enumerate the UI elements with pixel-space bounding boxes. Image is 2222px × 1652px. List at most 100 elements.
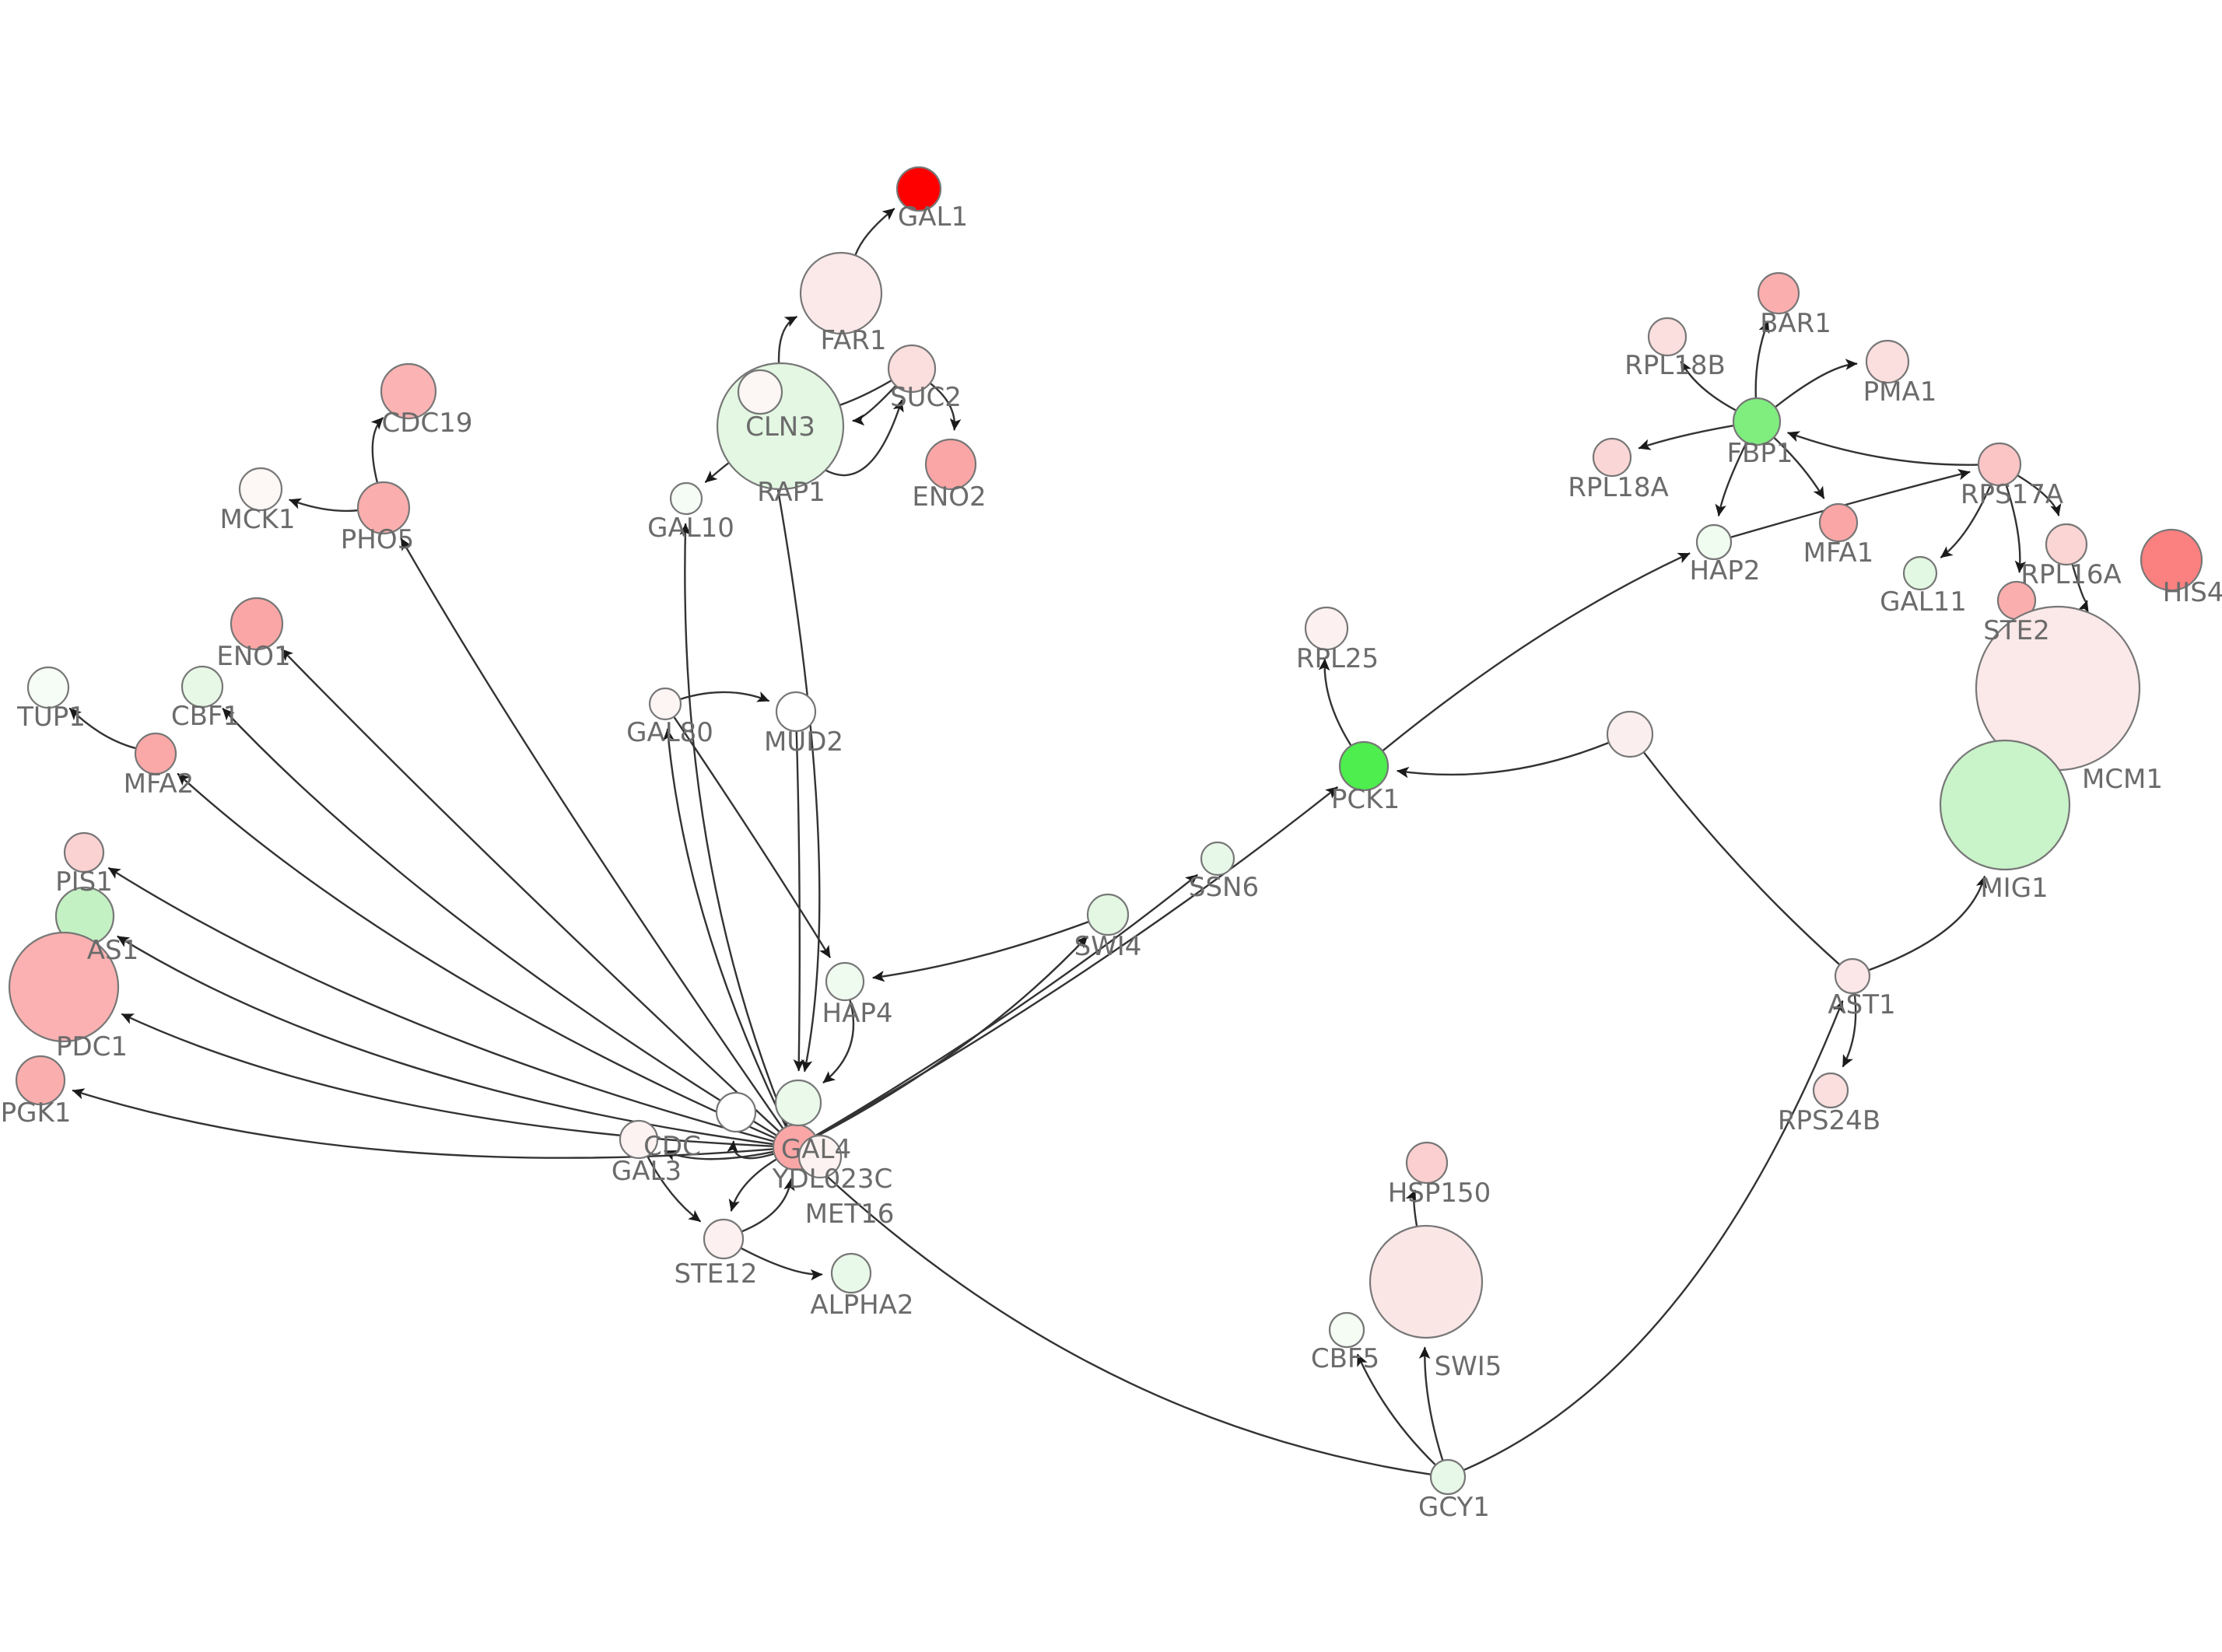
node-pis1[interactable] — [63, 831, 105, 873]
node-label-pck1: PCK1 — [1331, 784, 1400, 815]
node-mig1[interactable] — [1939, 739, 2071, 871]
node-pgk1[interactable] — [15, 1055, 66, 1106]
node-label-alpha2: ALPHA2 — [810, 1290, 913, 1321]
node-label-ydl023c: YDL023C — [772, 1164, 893, 1195]
node-tup1[interactable] — [26, 666, 70, 709]
node-hsp150[interactable] — [1405, 1141, 1449, 1185]
node-cdc39[interactable] — [715, 1091, 757, 1133]
node-label-mcm1: MCM1 — [2082, 764, 2163, 795]
edge-gal4-to-pck1 — [815, 786, 1338, 1137]
edge-pck1-to-hap2 — [1382, 552, 1691, 751]
node-label-hsp150: HSP150 — [1388, 1178, 1491, 1209]
node-pck1[interactable] — [1338, 740, 1390, 792]
edge-swi4-to-hap4 — [872, 921, 1089, 982]
node-label-mck1: MCK1 — [219, 504, 295, 535]
node-swi5[interactable] — [1369, 1224, 1484, 1339]
node-far1[interactable] — [799, 251, 883, 335]
node-hap4[interactable] — [825, 961, 865, 1002]
edge-gal4-to-pis1 — [107, 867, 775, 1143]
edge-swi5-to-hsp150 — [1405, 1189, 1418, 1227]
node-suc2[interactable] — [887, 344, 937, 394]
node-mfa1[interactable] — [1818, 502, 1859, 543]
node-label-his4: HIS4 — [2163, 577, 2222, 608]
edge-rpl16a-to-mcm1 — [2071, 563, 2089, 614]
node-ast1[interactable] — [1834, 957, 1871, 995]
edge-ast1-to-mig1 — [1868, 875, 1987, 971]
node-pma1[interactable] — [1865, 339, 1910, 384]
node-cbf5[interactable] — [1328, 1311, 1365, 1349]
edge-gal4-to-pgk1 — [72, 1088, 774, 1159]
node-cdc19[interactable] — [380, 362, 437, 420]
edge-gal4-to-gal3 — [664, 1150, 774, 1161]
node-label-gal80: GAL80 — [626, 717, 713, 748]
edge-gal4-to-pdc1 — [121, 1013, 774, 1147]
node-swi4[interactable] — [1086, 893, 1130, 936]
edge-pho5-to-cdc19 — [370, 417, 384, 484]
node-rps24b[interactable] — [1812, 1072, 1849, 1109]
edge-pho5-to-mck1 — [289, 498, 359, 513]
edge-node_a-to-ast1 — [1643, 751, 1841, 965]
node-hap4b[interactable] — [774, 1079, 822, 1127]
node-alpha2[interactable] — [830, 1252, 872, 1294]
node-label-gal4: GAL4 — [781, 1134, 851, 1165]
node-mck1[interactable] — [238, 467, 283, 512]
node-gal1[interactable] — [895, 166, 942, 212]
node-gcy1[interactable] — [1429, 1458, 1467, 1496]
edge-mfa2-to-tup1 — [68, 707, 137, 750]
edge-cln3-to-gal10 — [704, 462, 730, 483]
edge-fbp1-to-bar1 — [1754, 320, 1770, 399]
node-label-mfa1: MFA1 — [1803, 537, 1874, 569]
node-label-ste12: STE12 — [674, 1258, 757, 1290]
node-label-ste2: STE2 — [1983, 615, 2049, 646]
edge-gal4-to-eno1 — [280, 648, 780, 1132]
node-his4[interactable] — [2140, 528, 2203, 592]
node-cbf1[interactable] — [180, 665, 224, 709]
node-node_a[interactable] — [1606, 710, 1654, 758]
node-hap2[interactable] — [1695, 523, 1733, 561]
edge-ste12-to-alpha2 — [740, 1247, 823, 1281]
node-ste12[interactable] — [703, 1218, 745, 1260]
node-fbp1[interactable] — [1732, 397, 1782, 446]
edge-gal4-to-ssn6 — [815, 874, 1198, 1136]
node-label-hap2: HAP2 — [1690, 555, 1761, 586]
node-gal3[interactable] — [619, 1119, 659, 1160]
node-ydl023c[interactable] — [797, 1134, 843, 1179]
node-label-hap4: HAP4 — [822, 998, 893, 1029]
node-label-met16: MET16 — [805, 1199, 895, 1230]
node-rpl18b[interactable] — [1647, 317, 1688, 357]
edge-far1-to-gal1 — [854, 208, 895, 256]
edge-fbp1-to-mfa1 — [1773, 436, 1825, 499]
edge-fbp1-to-pma1 — [1775, 359, 1858, 408]
node-bar1[interactable] — [1757, 271, 1800, 315]
edge-gal4-to-cbf1 — [222, 708, 777, 1136]
node-eno1[interactable] — [230, 597, 284, 651]
edge-suc2-to-eno2 — [930, 383, 962, 431]
node-gal80[interactable] — [648, 687, 682, 721]
node-rpl18a[interactable] — [1592, 437, 1632, 478]
node-gal11[interactable] — [1902, 555, 1938, 591]
edge-fbp1-to-rpl18a — [1638, 425, 1734, 450]
edge-gal80-to-hap4 — [673, 716, 831, 958]
node-label-eno2: ENO2 — [912, 481, 986, 513]
edge-fbp1-to-rpl18b — [1680, 361, 1737, 411]
node-pdc1[interactable] — [8, 931, 120, 1043]
node-label-rps17a: RPS17A — [1961, 479, 2063, 510]
edge-suc2-to-cln3 — [852, 385, 896, 426]
node-rps17a[interactable] — [1977, 442, 2022, 487]
node-rpl16a[interactable] — [2045, 523, 2088, 566]
node-gal10[interactable] — [669, 481, 703, 516]
edge-node_a-to-pck1 — [1397, 741, 1610, 779]
edge-rps17a-to-rpl16a — [2017, 474, 2062, 516]
node-rpl25[interactable] — [1304, 606, 1349, 651]
node-ssn6[interactable] — [1200, 841, 1235, 877]
node-mud2[interactable] — [775, 691, 817, 733]
node-label-cbf5: CBF5 — [1311, 1343, 1379, 1374]
node-rap1[interactable] — [737, 369, 783, 415]
node-eno2[interactable] — [924, 438, 977, 491]
node-mfa2[interactable] — [134, 732, 177, 775]
edge-gcy1-to-ast1 — [1463, 1000, 1844, 1472]
edge-hap2-to-rps17a — [1730, 469, 1971, 538]
node-pho5[interactable] — [356, 481, 411, 535]
